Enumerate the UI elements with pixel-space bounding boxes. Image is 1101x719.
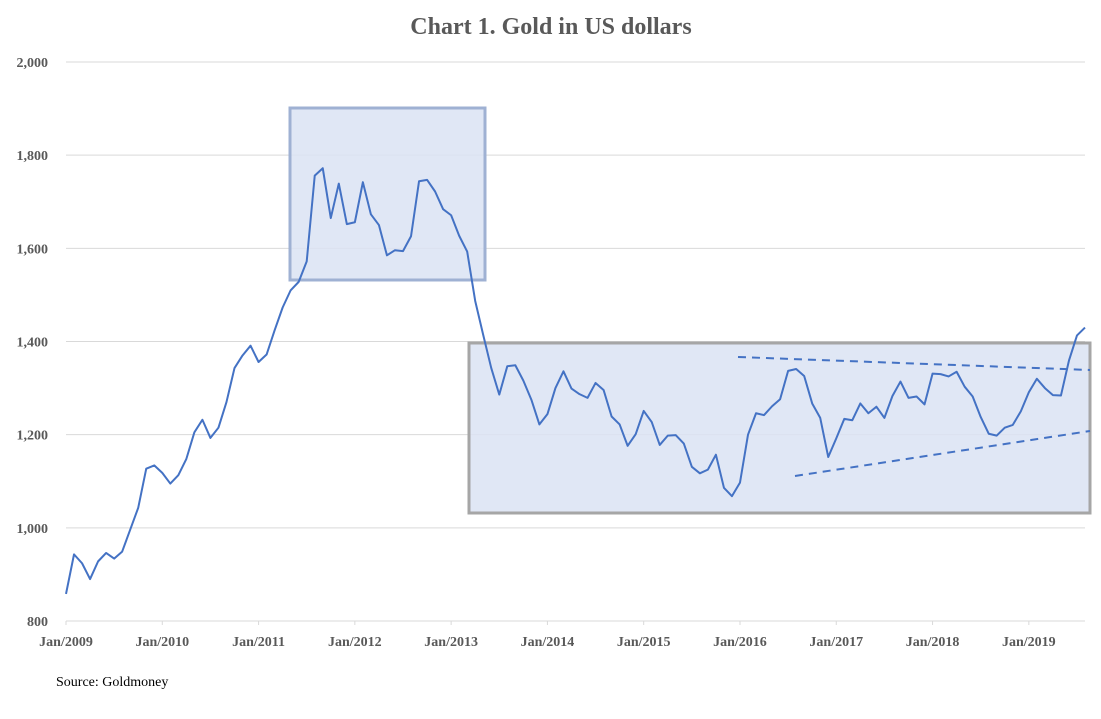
x-tick-label: Jan/2011 <box>232 635 285 650</box>
trend-line <box>794 430 1091 477</box>
y-tick-label: 2,000 <box>17 56 49 71</box>
x-tick-label: Jan/2012 <box>328 635 382 650</box>
x-tick-label: Jan/2015 <box>617 635 671 650</box>
x-tick-label: Jan/2013 <box>424 635 478 650</box>
y-tick-label: 800 <box>27 615 48 630</box>
price-line <box>65 167 1086 595</box>
trend-line <box>737 356 1091 371</box>
y-tick-label: 1,400 <box>17 336 49 351</box>
x-tick-label: Jan/2009 <box>39 635 93 650</box>
x-tick-label: Jan/2017 <box>809 635 863 650</box>
x-tick-label: Jan/2016 <box>713 635 767 650</box>
x-tick-label: Jan/2014 <box>521 635 575 650</box>
chart-title: Chart 1. Gold in US dollars <box>410 14 691 40</box>
y-tick-label: 1,000 <box>17 522 49 537</box>
x-tick-label: Jan/2018 <box>906 635 960 650</box>
y-tick-label: 1,600 <box>17 242 49 257</box>
plot <box>65 167 1086 595</box>
highlight-box <box>467 341 1092 515</box>
y-tick-label: 1,200 <box>17 429 49 444</box>
y-tick-label: 1,800 <box>17 149 49 164</box>
x-tick-label: Jan/2019 <box>1002 635 1056 650</box>
source-note: Source: Goldmoney <box>56 675 168 690</box>
x-tick-label: Jan/2010 <box>135 635 189 650</box>
highlight-box <box>288 106 487 282</box>
